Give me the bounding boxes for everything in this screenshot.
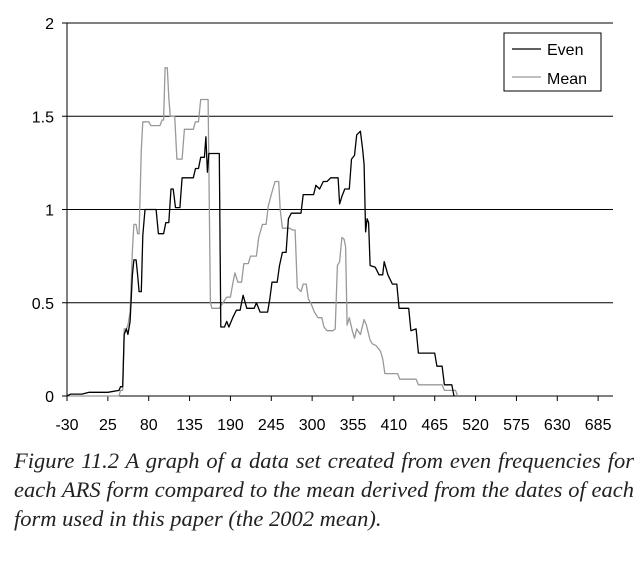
x-tick-label: 575 [503,417,530,434]
line-chart: 0 0.5 1 1.5 2 -30 25 80 135 190 245 300 355 410 465 52… [32,16,613,434]
x-tick-label: 630 [544,417,571,434]
y-tick-label: 0.5 [32,296,54,313]
y-tick-label: 1.5 [32,109,54,126]
series-line-mean [67,67,459,397]
x-tick-label: 245 [258,417,285,434]
series-layer [66,67,459,397]
x-tick-label: 520 [462,417,489,434]
legend-box [503,32,602,92]
x-tick-label: 355 [340,417,367,434]
legend: Even Mean [503,32,602,92]
x-tick-label: 410 [381,417,408,434]
x-tick-label: 465 [421,417,448,434]
y-tick-label: 2 [45,16,54,33]
x-tick-label: 190 [217,417,244,434]
x-tick-label: -30 [55,417,78,434]
x-tick-label: 300 [299,417,326,434]
y-tick-label: 1 [45,203,54,220]
y-axis-ticks: 0 0.5 1 1.5 2 [32,16,67,406]
legend-label-mean: Mean [547,71,587,88]
x-tick-label: 80 [140,417,158,434]
y-tick-label: 0 [45,389,54,406]
x-axis-ticks: -30 25 80 135 190 245 300 355 410 465 520 575 630 685 [55,396,612,434]
series-line-even [66,130,455,397]
gridlines [67,22,613,304]
figure-caption: Figure 11.2 A graph of a data set create… [14,448,634,531]
x-tick-label: 135 [176,417,203,434]
x-tick-label: 25 [99,417,117,434]
x-tick-label: 685 [585,417,612,434]
legend-label-even: Even [547,42,583,59]
